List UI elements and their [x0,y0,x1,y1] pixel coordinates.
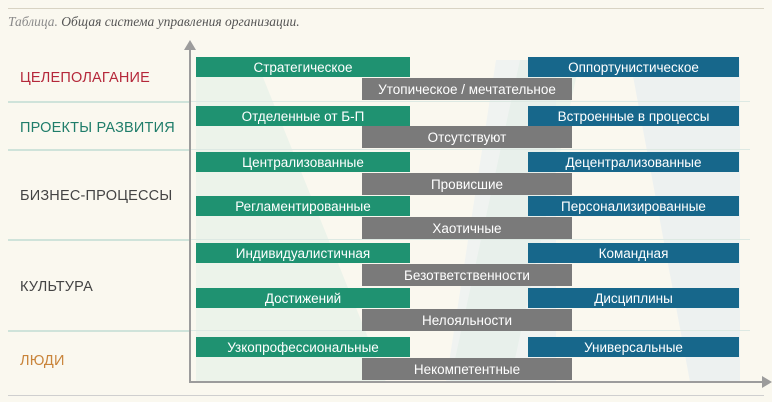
bar-projects-absent: Отсутствуют [362,126,572,148]
bar-goal-opportunistic: Оппортунистическое [528,57,739,77]
row-separator [190,101,750,102]
axis-arrow-right-icon [762,376,772,388]
bar-people-incompetent: Некомпетентные [362,358,572,380]
bar-projects-separated: Отделенные от Б-П [196,106,410,126]
caption-text: Общая система управления организации. [57,14,300,29]
caption-lead: Таблица. [8,14,58,29]
axis-arrow-up-icon [184,40,196,50]
row-separator [8,101,190,103]
row-separator [8,239,190,241]
bar-processes-personalized: Персонализированные [528,196,739,216]
bar-people-narrow-specialists: Узкопрофессиональные [196,337,410,357]
row-separator [8,149,190,151]
row-separator [190,239,750,240]
bar-processes-sagging: Провисшие [362,173,572,195]
bar-processes-chaotic: Хаотичные [362,217,572,239]
bar-culture-individualistic: Индивидуалистичная [196,243,410,263]
category-culture: КУЛЬТУРА [20,279,93,295]
bottom-rule [8,395,764,396]
bar-culture-team: Командная [528,243,739,263]
bar-culture-discipline: Дисциплины [528,288,739,308]
bar-goal-strategic: Стратегическое [196,57,410,77]
bar-culture-achievements: Достижений [196,288,410,308]
category-goal-setting: ЦЕЛЕПОЛАГАНИЕ [20,70,151,86]
row-separator [8,330,190,332]
category-development-projects: ПРОЕКТЫ РАЗВИТИЯ [20,120,175,136]
top-rule [8,8,764,9]
vertical-axis [189,46,191,383]
horizontal-axis [189,381,763,383]
category-people: ЛЮДИ [20,353,65,369]
bar-goal-utopian: Утопическое / мечтательное [362,78,572,100]
bar-people-universal: Универсальные [528,337,739,357]
row-separator [190,149,750,150]
table-caption: Таблица. Общая система управления органи… [8,14,300,30]
category-business-processes: БИЗНЕС-ПРОЦЕССЫ [20,188,173,204]
bar-culture-irresponsibility: Безответственности [362,264,572,286]
bar-processes-centralized: Централизованные [196,152,410,172]
bar-culture-disloyalty: Нелояльности [362,309,572,331]
bar-processes-decentralized: Децентрализованные [528,152,739,172]
bar-processes-regulated: Регламентированные [196,196,410,216]
bar-projects-embedded: Встроенные в процессы [528,106,739,126]
